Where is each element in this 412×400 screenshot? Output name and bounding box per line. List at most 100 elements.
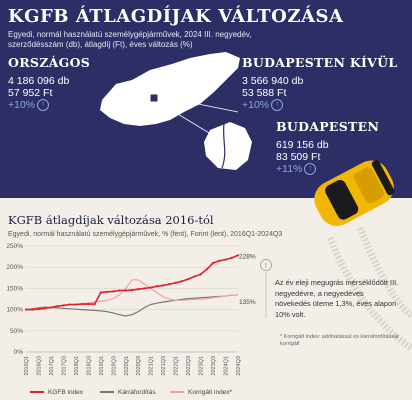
kgfb-point bbox=[211, 261, 215, 265]
kgfb-point bbox=[81, 302, 84, 306]
kgfb-point bbox=[43, 307, 46, 310]
kgfb-point bbox=[105, 290, 109, 293]
stat-outside: BUDAPESTEN KÍVÜL 3 566 940 db 53 588 Ft … bbox=[242, 55, 398, 112]
x-tick-label: 2023Q3 bbox=[211, 356, 217, 376]
note-text: Az év eleji megugrás mérséklődött III. n… bbox=[275, 278, 399, 319]
x-tick-label: 2023Q1 bbox=[199, 356, 205, 376]
arrow-up-icon: ↑ bbox=[37, 99, 50, 112]
tire-track-2 bbox=[356, 226, 412, 319]
x-tick-label: 2024Q1 bbox=[224, 356, 230, 376]
page-title: KGFB ÁTLAGDÍJAK VÁLTOZÁSA bbox=[8, 6, 344, 27]
hungary-map bbox=[100, 52, 252, 170]
chart-panel: KGFB átlagdíjak változása 2016-tól Egyed… bbox=[0, 198, 412, 400]
legend-korrigalt: Korrigált index* bbox=[170, 389, 232, 396]
series-line-1 bbox=[25, 294, 239, 317]
legend-swatch bbox=[100, 391, 114, 394]
stat-country-avg: 57 952 Ft bbox=[8, 87, 53, 99]
kgfb-point bbox=[130, 288, 134, 292]
y-tick-label: 200% bbox=[6, 264, 23, 271]
kgfb-point bbox=[24, 308, 28, 311]
page-subtitle: Egyedi, normál használatú személygépjárm… bbox=[8, 30, 252, 49]
note-divider: ! bbox=[260, 259, 272, 318]
chart-grid bbox=[26, 245, 238, 353]
kgfb-point bbox=[49, 306, 53, 309]
kgfb-point bbox=[62, 304, 65, 307]
hungary-shape bbox=[100, 52, 240, 126]
budapest-shape bbox=[204, 122, 252, 170]
chart-series bbox=[24, 254, 240, 317]
x-axis-labels: 2016Q1 2016Q3 2017Q1 2017Q3 2018Q1 2018Q3 2019… bbox=[24, 356, 242, 376]
legend-label: Korrigált index* bbox=[188, 389, 233, 396]
kgfb-point bbox=[74, 303, 77, 306]
header-panel: KGFB ÁTLAGDÍJAK VÁLTOZÁSA Egyedi, normál… bbox=[0, 0, 412, 198]
tire-tracks bbox=[326, 226, 412, 351]
x-tick-label: 2017Q3 bbox=[61, 356, 67, 376]
y-tick-label: 150% bbox=[6, 285, 23, 292]
stat-budapest-avg: 83 509 Ft bbox=[276, 151, 321, 163]
x-tick-label: 2022Q3 bbox=[186, 356, 192, 376]
kgfb-point bbox=[112, 290, 115, 293]
x-tick-label: 2019Q1 bbox=[99, 356, 105, 376]
kgfb-point bbox=[137, 288, 140, 291]
kgfb-point bbox=[218, 259, 221, 262]
car-roof bbox=[354, 167, 385, 204]
stat-budapest: BUDAPESTEN 619 156 db 83 509 Ft +11% ↑ bbox=[276, 119, 380, 176]
footnote: * Korrigált index: adóhatással és kárráf… bbox=[280, 334, 399, 347]
kgfb-point bbox=[187, 277, 190, 281]
car-windshield bbox=[325, 179, 359, 220]
stat-budapest-change: +11% bbox=[276, 163, 303, 175]
kgfb-point bbox=[149, 286, 152, 289]
y-tick-label: 100% bbox=[6, 307, 23, 314]
kgfb-point bbox=[99, 291, 102, 294]
x-tick-label: 2021Q1 bbox=[149, 356, 155, 376]
x-tick-label: 2020Q1 bbox=[124, 356, 130, 376]
kgfb-point bbox=[124, 289, 127, 292]
info-icon bbox=[260, 259, 272, 271]
kgfb-point bbox=[93, 302, 96, 306]
line-chart: 0% 50% 100% 150% 200% 250% 2016Q1 2016Q3 2017Q1… bbox=[6, 243, 256, 376]
kgfb-point bbox=[87, 302, 90, 306]
legend-label: KGFB index bbox=[48, 389, 84, 396]
car-illustration bbox=[314, 160, 395, 226]
pointer-line-1 bbox=[157, 95, 239, 113]
legend-karraforditas: Kárráfordítás bbox=[100, 389, 156, 396]
x-tick-label: 2016Q1 bbox=[24, 356, 30, 376]
stat-budapest-count: 619 156 db bbox=[276, 139, 329, 151]
kgfb-point bbox=[162, 284, 165, 287]
kgfb-point bbox=[236, 254, 240, 257]
y-tick-label: 250% bbox=[6, 243, 23, 250]
x-tick-label: 2016Q3 bbox=[36, 356, 42, 376]
kgfb-point bbox=[230, 256, 233, 259]
stat-outside-label: BUDAPESTEN KÍVÜL bbox=[242, 55, 398, 70]
y-tick-label: 50% bbox=[10, 328, 23, 335]
legend-swatch bbox=[170, 391, 184, 394]
x-tick-label: 2018Q1 bbox=[74, 356, 80, 376]
kgfb-point bbox=[168, 283, 171, 286]
kgfb-point bbox=[199, 273, 202, 276]
kgfb-point bbox=[118, 289, 121, 292]
kgfb-point bbox=[224, 258, 227, 261]
x-tick-label: 2018Q3 bbox=[86, 356, 92, 376]
stat-outside-change: +10% bbox=[242, 99, 270, 111]
kgfb-point bbox=[193, 275, 196, 278]
kgfb-point bbox=[174, 281, 177, 284]
kgfb-point bbox=[31, 308, 34, 311]
car-body bbox=[314, 160, 394, 226]
legend-kgfb: KGFB index bbox=[30, 389, 83, 396]
x-tick-label: 2019Q3 bbox=[111, 356, 117, 376]
series-line-0 bbox=[26, 254, 239, 311]
kgfb-point bbox=[68, 303, 71, 306]
chart-title: KGFB átlagdíjak változása 2016-tól bbox=[8, 213, 214, 227]
kgfb-point bbox=[37, 308, 40, 311]
series-line-2 bbox=[25, 279, 239, 311]
y-tick-label: 0% bbox=[14, 349, 24, 356]
end-label-kgfb: 228% bbox=[239, 253, 256, 260]
car-rear-window bbox=[371, 160, 395, 196]
end-label-korrigalt: 135% bbox=[239, 299, 256, 306]
arrow-up-icon: ↑ bbox=[271, 99, 284, 112]
y-axis-labels: 0% 50% 100% 150% 200% 250% bbox=[6, 243, 23, 356]
kgfb-point bbox=[56, 305, 59, 308]
stat-budapest-label: BUDAPESTEN bbox=[276, 119, 380, 134]
kgfb-point bbox=[143, 287, 146, 290]
x-tick-label: 2024Q3 bbox=[236, 356, 242, 376]
